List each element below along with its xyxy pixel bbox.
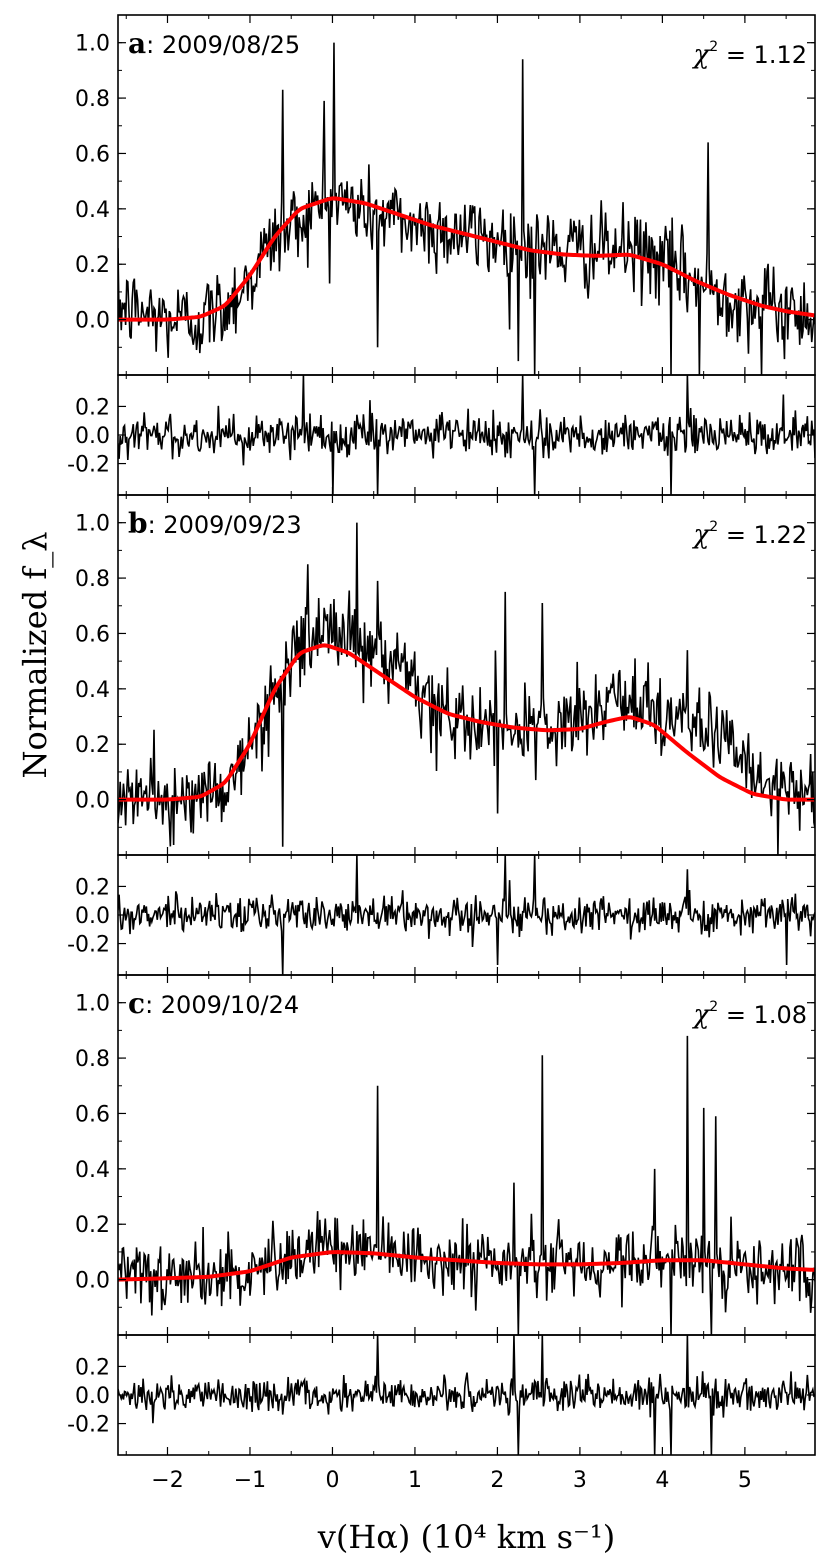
panel-letter: a — [128, 27, 146, 60]
main-ytick-label: 0.6 — [75, 622, 110, 647]
chi2-symbol: χ — [692, 520, 712, 550]
resid-ytick-label: -0.2 — [67, 933, 110, 958]
model-fit-c — [118, 1250, 815, 1282]
resid-ytick-label: 0.2 — [75, 875, 110, 900]
data-spectrum-b — [118, 522, 815, 855]
panel-label-a: a: 2009/08/25 — [128, 27, 300, 60]
data-spectrum-a — [118, 42, 815, 375]
chi2-superscript: 2 — [709, 39, 718, 55]
panel-label-c: c: 2009/10/24 — [128, 987, 299, 1020]
chi2-label-b: χ2 = 1.22 — [692, 519, 808, 550]
main-ytick-label: 0.6 — [75, 1102, 110, 1127]
panel-b: 0.0 0.2 0.4 0.6 0.8 1.0 b: 2009/09/23 χ2 = 1.22… — [67, 494, 816, 976]
model-fit-a — [118, 196, 815, 322]
main-ytick-label: 0.8 — [75, 1047, 110, 1072]
chi2-label-a: χ2 = 1.12 — [692, 39, 808, 70]
xtick-label: 3 — [573, 1468, 587, 1493]
main-ytick-label: 0.4 — [75, 1158, 110, 1183]
chi2-value: = 1.08 — [718, 1001, 807, 1029]
xtick-label: −1 — [234, 1468, 266, 1493]
panel-date: : 2009/08/25 — [146, 31, 300, 59]
resid-ytick-label: 0.2 — [75, 395, 110, 420]
main-ytick-label: 0.2 — [75, 733, 110, 758]
data-spectrum-c — [118, 1035, 815, 1335]
main-ytick-label: 1.0 — [75, 992, 110, 1017]
resid-ytick-label: 0.2 — [75, 1355, 110, 1380]
main-ytick-label: 0.0 — [75, 309, 110, 334]
chi2-value: = 1.22 — [718, 521, 807, 549]
main-ytick-label: 0.0 — [75, 1269, 110, 1294]
chi2-superscript: 2 — [709, 999, 718, 1015]
panel-date: : 2009/10/24 — [145, 991, 299, 1019]
chi2-label-c: χ2 = 1.08 — [692, 999, 808, 1030]
main-ytick-label: 0.6 — [75, 142, 110, 167]
model-fit-b — [118, 643, 815, 802]
chi2-symbol: χ — [692, 40, 712, 70]
panel-a: 0.0 0.2 0.4 0.6 0.8 1.0 a: 2009/08/25 χ2 = 1.12… — [67, 14, 816, 496]
panel-letter: b — [128, 507, 148, 540]
main-ytick-label: 0.2 — [75, 253, 110, 278]
resid-ytick-label: 0.0 — [75, 424, 110, 449]
xtick-label: 4 — [655, 1468, 669, 1493]
panel-date: : 2009/09/23 — [148, 511, 302, 539]
main-ytick-label: 0.8 — [75, 87, 110, 112]
main-ytick-label: 0.4 — [75, 678, 110, 703]
xtick-label: 5 — [738, 1468, 752, 1493]
main-ytick-label: 1.0 — [75, 512, 110, 537]
residuals-a — [118, 375, 815, 495]
resid-ytick-label: -0.2 — [67, 453, 110, 478]
main-ytick-label: 1.0 — [75, 32, 110, 57]
main-ytick-label: 0.0 — [75, 789, 110, 814]
panel-label-b: b: 2009/09/23 — [128, 507, 302, 540]
chi2-superscript: 2 — [709, 519, 718, 535]
x-axis-title: v(Hα) (10⁴ km s⁻¹) — [317, 1518, 615, 1556]
main-ytick-label: 0.2 — [75, 1213, 110, 1238]
main-ytick-label: 0.4 — [75, 198, 110, 223]
xtick-label: 2 — [490, 1468, 504, 1493]
y-axis-title: Normalized f_λ — [16, 531, 54, 778]
residuals-c — [118, 1335, 815, 1455]
main-ytick-label: 0.8 — [75, 567, 110, 592]
residuals-b — [118, 855, 815, 975]
xtick-label: 1 — [408, 1468, 422, 1493]
resid-ytick-label: 0.0 — [75, 904, 110, 929]
resid-ytick-label: -0.2 — [67, 1413, 110, 1438]
chi2-value: = 1.12 — [718, 41, 807, 69]
panel-c: 0.0 0.2 0.4 0.6 0.8 1.0 c: 2009/10/24 χ2 = 1.08… — [67, 974, 816, 1456]
xtick-label: 0 — [325, 1468, 339, 1493]
xtick-label: −2 — [151, 1468, 183, 1493]
resid-ytick-label: 0.0 — [75, 1384, 110, 1409]
panel-letter: c — [128, 987, 145, 1020]
chi2-symbol: χ — [692, 1000, 712, 1030]
